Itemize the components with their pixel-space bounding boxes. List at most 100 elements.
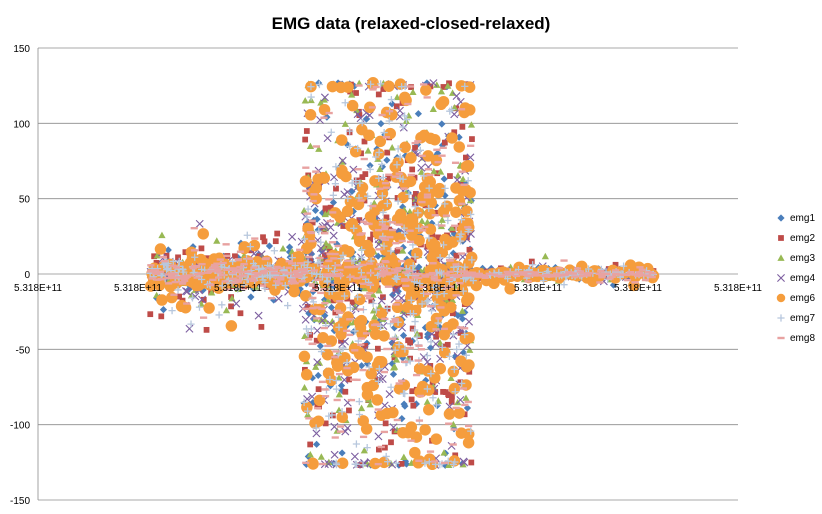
legend-item-emg2: emg2 [774, 228, 815, 248]
data-point [433, 209, 440, 216]
data-point [215, 311, 223, 319]
data-point [777, 254, 785, 261]
data-point [357, 404, 366, 412]
data-point [320, 93, 329, 102]
data-point [440, 175, 448, 183]
data-point [369, 299, 377, 308]
data-point [451, 458, 459, 466]
legend-item-emg8: emg8 [774, 328, 815, 348]
data-point [329, 198, 338, 207]
data-point [432, 401, 440, 409]
data-point [301, 97, 309, 104]
x-tick-label: 5.318E+11 [414, 283, 462, 294]
data-point [467, 427, 475, 435]
legend-marker [777, 254, 785, 261]
data-point [405, 152, 417, 164]
data-point [451, 388, 459, 396]
data-point [448, 398, 455, 405]
data-point [445, 352, 454, 361]
data-point [379, 173, 387, 182]
data-point [437, 87, 446, 95]
data-point [459, 332, 472, 345]
data-point [424, 333, 432, 341]
data-point [326, 246, 333, 253]
data-point [443, 408, 456, 420]
data-point [188, 294, 197, 302]
data-point [336, 411, 348, 423]
data-point [321, 348, 334, 361]
data-point [449, 249, 457, 257]
data-point [370, 199, 378, 206]
data-point [431, 300, 439, 308]
data-point [407, 296, 415, 304]
data-point [340, 292, 349, 300]
data-point [303, 128, 310, 134]
data-point [388, 439, 394, 446]
data-point [313, 326, 322, 335]
data-point [187, 291, 196, 299]
data-point [358, 119, 366, 127]
data-point [385, 175, 392, 182]
data-point [372, 306, 381, 314]
data-point [446, 107, 454, 115]
data-point [363, 129, 375, 141]
data-point [342, 388, 349, 395]
data-point [409, 88, 417, 96]
data-point [328, 317, 336, 325]
data-point [258, 324, 265, 330]
data-point [375, 345, 381, 352]
data-point [461, 331, 469, 339]
data-point [410, 257, 417, 263]
data-point [447, 374, 455, 382]
data-point [323, 243, 330, 250]
x-tick-label: 5.318E+11 [614, 283, 662, 294]
legend-label: emg1 [790, 212, 816, 224]
data-point [371, 394, 384, 406]
data-point [378, 330, 390, 342]
data-point [383, 304, 391, 312]
data-point [466, 153, 475, 162]
data-point [438, 343, 446, 351]
data-point [339, 351, 351, 364]
data-point [359, 174, 366, 180]
data-point [454, 311, 462, 320]
data-point [316, 270, 324, 278]
data-point [335, 134, 348, 146]
data-point [366, 165, 374, 174]
data-point [351, 304, 360, 313]
data-point [307, 458, 319, 470]
data-point [185, 324, 194, 333]
data-point [448, 296, 457, 303]
data-point [304, 109, 317, 121]
data-point [424, 132, 437, 145]
data-point [203, 326, 210, 333]
data-point [395, 106, 404, 115]
data-point [776, 293, 786, 303]
data-point [457, 379, 464, 386]
data-point [408, 396, 415, 403]
data-point [353, 293, 362, 301]
data-point [362, 171, 369, 177]
data-point [312, 173, 324, 185]
data-point [338, 408, 346, 416]
data-point [327, 204, 334, 211]
data-point [425, 184, 433, 192]
data-point [413, 333, 421, 341]
data-point [612, 261, 619, 268]
data-point [435, 234, 441, 241]
data-point [323, 208, 330, 215]
data-point [336, 164, 348, 177]
data-point [458, 307, 466, 314]
x-tick-label: 5.318E+11 [114, 283, 162, 294]
data-point [208, 289, 216, 296]
data-point [198, 295, 207, 304]
data-point [342, 259, 354, 272]
data-point [337, 381, 346, 390]
data-point [462, 436, 475, 449]
data-point [388, 100, 396, 108]
data-point [540, 276, 548, 285]
data-point [350, 452, 359, 461]
data-point [164, 246, 172, 254]
data-point [401, 112, 409, 120]
data-point [169, 257, 177, 266]
